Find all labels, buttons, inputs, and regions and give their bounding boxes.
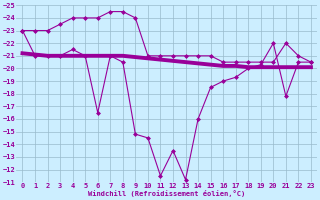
X-axis label: Windchill (Refroidissement éolien,°C): Windchill (Refroidissement éolien,°C) — [88, 190, 245, 197]
